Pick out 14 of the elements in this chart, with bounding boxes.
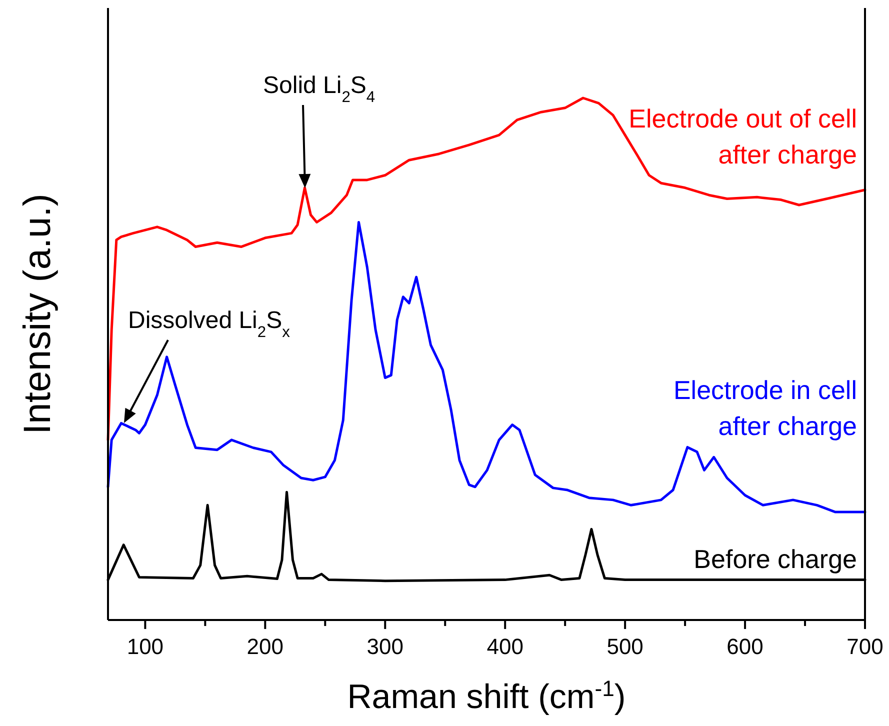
x-tick-label: 700 xyxy=(846,634,884,659)
annotation: Solid Li$_{2}$S$_{4}$ xyxy=(263,72,376,106)
x-tick-label: 200 xyxy=(246,634,284,659)
x-tick-label: 300 xyxy=(366,634,404,659)
x-tick-label: 100 xyxy=(126,634,164,659)
series-label: Before charge xyxy=(694,544,857,574)
x-tick-label: 600 xyxy=(726,634,764,659)
annotation: Dissolved Li$_{2}$S$_{x}$ xyxy=(128,307,290,340)
x-axis-title: Raman shift (cm$^{-1}$) xyxy=(347,676,626,716)
x-tick-label: 500 xyxy=(606,634,644,659)
x-tick-label: 400 xyxy=(486,634,524,659)
series-label: Electrode in cell after charge xyxy=(673,375,857,442)
y-axis-title: Intensity (a.u.) xyxy=(17,194,59,434)
series-label: Electrode out of cell after charge xyxy=(628,103,857,170)
